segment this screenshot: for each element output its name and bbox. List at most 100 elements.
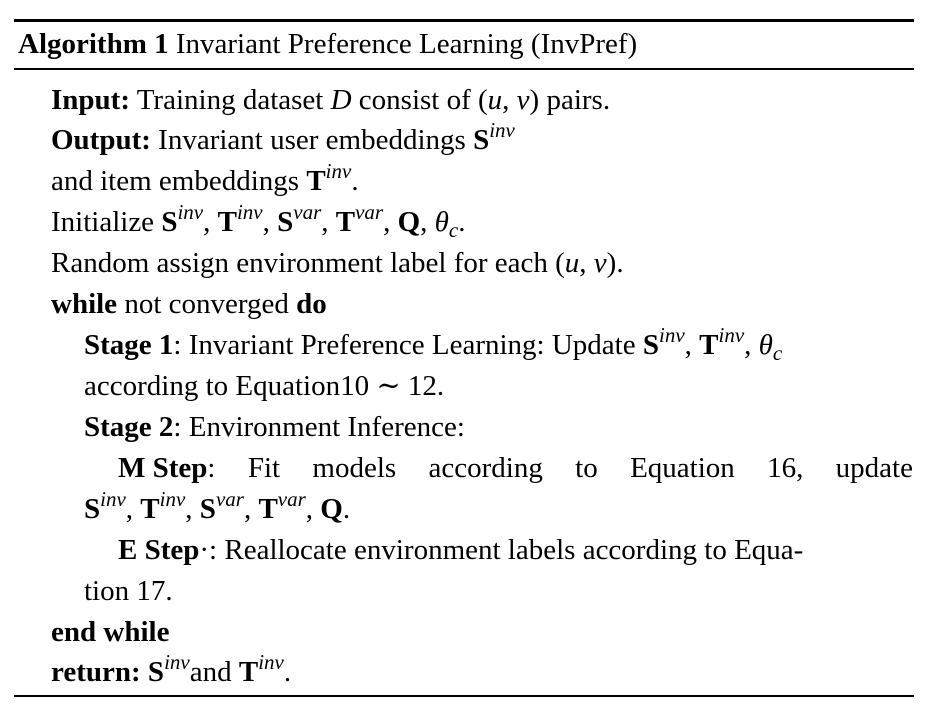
output-line: Output: Invariant user embeddings Sinv	[51, 118, 515, 162]
comma: ,	[321, 206, 336, 238]
Q-symbol: Q	[320, 493, 343, 525]
return-and: and	[189, 656, 239, 688]
endwhile-line: end while	[51, 612, 169, 652]
inv-superscript: inv	[258, 650, 284, 674]
stage1-keyword: Stage 1	[84, 329, 174, 361]
period: .	[351, 165, 359, 197]
inv-superscript: inv	[658, 323, 685, 347]
stage1-text: according to Equation10 ∼ 12.	[84, 370, 445, 402]
var-superscript: var	[355, 200, 384, 224]
estep-line-2: tion 17.	[84, 571, 173, 611]
input-text: consist of (	[351, 84, 488, 116]
inv-superscript: inv	[718, 323, 745, 347]
mstep-word: update	[835, 452, 913, 484]
v-symbol: v	[516, 84, 530, 116]
stage1-text: : Invariant Preference Learning: Update	[173, 329, 643, 361]
comma: ,	[383, 206, 398, 238]
input-text: ) pairs.	[529, 84, 611, 116]
comma: ,	[744, 329, 759, 361]
c-subscript: c	[772, 341, 783, 365]
return-line: return: Sinvand Tinv.	[51, 650, 292, 694]
var-superscript: var	[293, 200, 322, 224]
mstep-word: Equation	[630, 452, 735, 484]
input-keyword: Input:	[51, 84, 130, 116]
var-superscript: var	[277, 487, 306, 511]
comma: ,	[203, 206, 218, 238]
inv-superscript: inv	[164, 650, 190, 674]
S-symbol: S	[277, 206, 294, 238]
comma: ,	[243, 493, 259, 525]
S-symbol: S	[84, 493, 101, 525]
T-symbol: T	[217, 206, 237, 238]
T-symbol: T	[335, 206, 356, 238]
comma: ,	[185, 493, 200, 525]
S-symbol: S	[147, 656, 165, 688]
mstep-word: according	[428, 452, 543, 484]
comma: ,	[125, 493, 141, 525]
random-assign-end: ).	[606, 247, 624, 279]
estep-text: ·: Reallocate environment labels accordi…	[199, 534, 804, 566]
period: .	[458, 206, 466, 238]
output-keyword: Output:	[51, 124, 151, 156]
S-symbol: S	[161, 206, 178, 238]
initialize-line: Initialize Sinv, Tinv, Svar, Tvar, Q, θc…	[51, 200, 466, 244]
theta-symbol: θ	[758, 329, 773, 361]
random-assign-text: Random assign environment label for each…	[51, 247, 565, 279]
T-symbol: T	[238, 656, 259, 688]
estep-line: E Step·: Reallocate environment labels a…	[118, 530, 803, 570]
input-line: Input: Training dataset D consist of (u,…	[51, 80, 610, 120]
while-condition: not converged	[117, 288, 297, 320]
mstep-word: to	[575, 452, 598, 484]
caption-rule	[14, 68, 914, 70]
stage2-line: Stage 2: Environment Inference:	[84, 407, 465, 447]
period: .	[342, 493, 351, 525]
estep-text: tion 17.	[84, 575, 173, 607]
inv-superscript: inv	[159, 487, 186, 511]
while-line: while not converged do	[51, 284, 327, 324]
input-text: Training dataset	[136, 84, 331, 116]
comma: ,	[684, 329, 700, 361]
mstep-head: M Step:	[118, 448, 215, 488]
comma: ,	[502, 84, 517, 116]
inv-superscript: inv	[489, 118, 515, 142]
comma: ,	[420, 206, 435, 238]
algorithm-title: Invariant Preference Learning (InvPref)	[175, 28, 638, 60]
S-symbol: S	[642, 329, 659, 361]
algorithm-caption: Algorithm 1 Invariant Preference Learnin…	[18, 24, 637, 64]
mstep-word: 16,	[767, 452, 804, 484]
stage1-line-2: according to Equation10 ∼ 12.	[84, 366, 444, 406]
top-rule	[14, 19, 914, 22]
output-text: and item embeddings	[51, 165, 307, 197]
inv-superscript: inv	[177, 200, 204, 224]
S-symbol: S	[473, 124, 490, 156]
v-symbol: v	[593, 247, 607, 279]
T-symbol: T	[699, 329, 719, 361]
theta-symbol: θ	[434, 206, 449, 238]
endwhile-keyword: end while	[51, 616, 170, 648]
comma: ,	[305, 493, 321, 525]
stage2-keyword: Stage 2	[84, 411, 174, 443]
comma: ,	[262, 206, 278, 238]
Q-symbol: Q	[397, 206, 421, 238]
mstep-word: :	[207, 452, 216, 484]
dataset-symbol: D	[330, 84, 352, 116]
output-line-2: and item embeddings Tinv.	[51, 159, 359, 203]
output-text: Invariant user embeddings	[158, 124, 474, 156]
mstep-keyword: M Step	[118, 452, 208, 484]
inv-superscript: inv	[325, 159, 352, 183]
initialize-text: Initialize	[51, 206, 162, 238]
while-keyword: while	[51, 288, 118, 320]
mstep-word: Fit	[247, 452, 281, 484]
inv-superscript: inv	[100, 487, 126, 511]
estep-keyword: E Step	[118, 534, 200, 566]
random-assign-line: Random assign environment label for each…	[51, 243, 624, 283]
mstep-line: M Step: Fit models according to Equation…	[118, 448, 913, 488]
T-symbol: T	[306, 165, 326, 197]
period: .	[283, 656, 292, 688]
inv-superscript: inv	[236, 200, 263, 224]
T-symbol: T	[140, 493, 160, 525]
mstep-word: models	[312, 452, 397, 484]
algorithm-label: Algorithm 1	[18, 28, 169, 60]
mstep-line-2: Sinv, Tinv, Svar, Tvar, Q.	[84, 487, 351, 531]
c-subscript: c	[448, 218, 459, 242]
